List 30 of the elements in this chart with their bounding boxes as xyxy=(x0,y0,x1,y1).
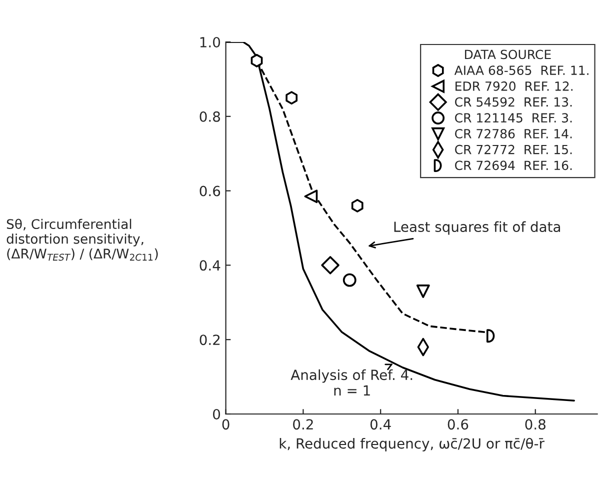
y-axis-title: Sθ, Circumferential distortion sensitivity, (ΔR/W$_{TEST}$) / (ΔR/W$_{2C11}$) xyxy=(6,218,158,261)
legend-title: DATA SOURCE xyxy=(465,50,551,60)
point xyxy=(342,273,356,287)
legend-label: CR 72772 REF. 15. xyxy=(455,144,572,154)
point xyxy=(321,256,340,274)
y-tick-label: 0.4 xyxy=(200,260,220,271)
y-tick-label: 0.8 xyxy=(200,111,220,122)
legend-label: EDR 7920 REF. 12. xyxy=(456,81,573,91)
point xyxy=(416,284,430,298)
y-tick-label: 1.0 xyxy=(200,36,220,48)
point xyxy=(304,190,318,204)
y-tick-label: 0.6 xyxy=(200,186,220,196)
x-axis-title: k, Reduced frequency, ωc̄/2U or πc̄/θ-r̄ xyxy=(280,438,544,452)
annotation: Least squares fit of data xyxy=(394,221,560,235)
point xyxy=(286,91,298,105)
annotation: Analysis of Ref. 4. n = 1 xyxy=(290,369,412,396)
legend-label: CR 54592 REF. 13. xyxy=(455,97,572,107)
x-tick-label: 0.8 xyxy=(525,419,546,430)
x-tick-label: 0 xyxy=(222,419,230,430)
legend-label: CR 121145 REF. 3. xyxy=(455,113,572,123)
x-tick-label: 0.2 xyxy=(293,419,313,430)
legend-label: CR 72694 REF. 16. xyxy=(455,160,572,170)
point xyxy=(250,54,263,68)
point xyxy=(351,198,364,212)
x-tick-label: 0.6 xyxy=(448,419,468,430)
y-tick-label: 0.2 xyxy=(200,334,220,346)
x-tick-label: 0.4 xyxy=(370,419,391,430)
legend-label: AIAA 68-565 REF. 11. xyxy=(454,66,588,76)
legend-label: CR 72786 REF. 14. xyxy=(455,128,572,138)
y-tick-label: 0 xyxy=(213,408,220,420)
